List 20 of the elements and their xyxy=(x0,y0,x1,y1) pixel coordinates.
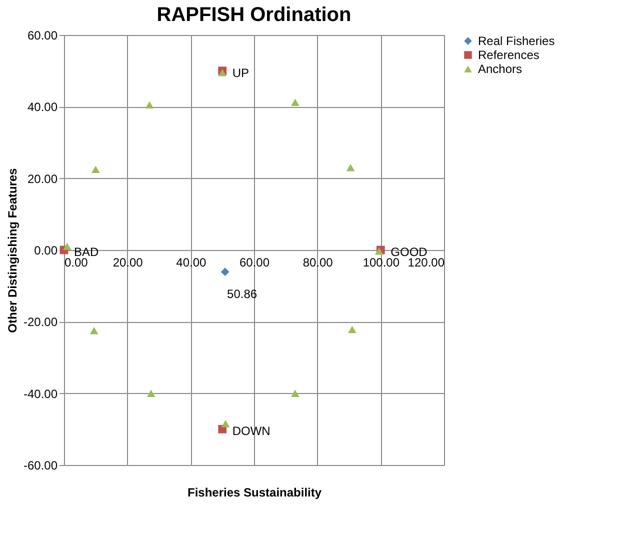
y-tick-label: 0.00 xyxy=(34,244,58,258)
annotation: DOWN xyxy=(232,424,270,438)
legend-label: References xyxy=(478,48,540,62)
x-tick-label: 80.00 xyxy=(302,256,334,270)
legend-label: Real Fisheries xyxy=(478,34,555,48)
y-tick-label: -40.00 xyxy=(23,386,58,401)
chart-title: RAPFISH Ordination xyxy=(156,4,352,26)
y-tick-label: 40.00 xyxy=(27,100,58,114)
x-tick-label: 20.00 xyxy=(112,256,144,270)
x-tick-label: 40.00 xyxy=(176,256,207,270)
y-axis-title: Other Distingishing Features xyxy=(5,168,20,333)
y-tick-label: 20.00 xyxy=(27,172,58,186)
legend-label: Anchors xyxy=(478,62,522,76)
annotation: UP xyxy=(232,66,250,80)
y-tick-label: 60.00 xyxy=(27,28,58,42)
y-tick-label: -60.00 xyxy=(23,458,58,472)
y-tick-label: -20.00 xyxy=(23,315,58,330)
x-axis-title: Fisheries Sustainability xyxy=(187,486,322,500)
x-tick-label: 60.00 xyxy=(239,256,270,270)
annotation: 50.86 xyxy=(227,286,258,301)
